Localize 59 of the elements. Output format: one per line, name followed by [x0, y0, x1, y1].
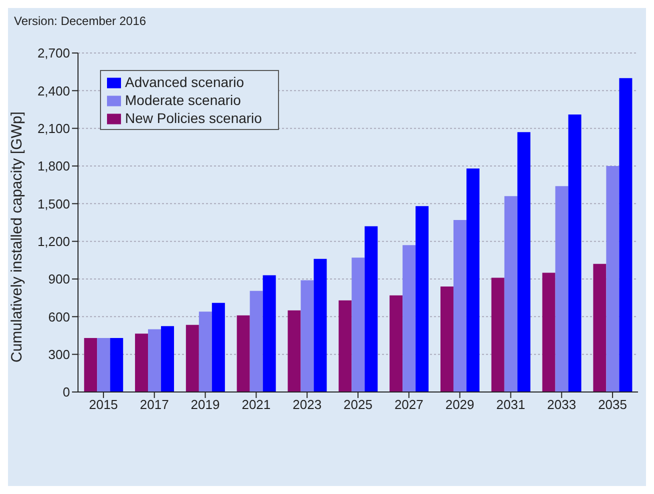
bar: [606, 166, 620, 392]
bar: [364, 226, 378, 392]
bar: [416, 206, 429, 392]
bar: [250, 290, 263, 392]
bar: [161, 326, 174, 392]
legend-label: Advanced scenario: [125, 74, 244, 90]
x-tick-label: 2023: [292, 397, 322, 412]
bar: [555, 186, 568, 392]
bar: [568, 114, 582, 392]
bar: [84, 338, 98, 392]
y-tick-label: 2,700: [37, 46, 70, 61]
bar: [338, 300, 352, 392]
x-tick-label: 2021: [242, 397, 271, 412]
bar: [466, 168, 480, 392]
bar: [491, 278, 504, 392]
y-tick-label: 0: [62, 384, 70, 400]
bar: [402, 245, 416, 392]
bar: [453, 220, 466, 392]
y-tick-label: 2,100: [37, 120, 70, 136]
bar: [300, 280, 314, 392]
x-tick-label: 2027: [394, 397, 424, 412]
bar: [504, 196, 518, 392]
bar: [110, 338, 124, 392]
bar: [135, 334, 148, 392]
y-tick-label: 900: [48, 272, 70, 287]
x-tick-label: 2017: [140, 397, 169, 412]
bar: [440, 286, 454, 392]
legend-label: New Policies scenario: [125, 110, 262, 126]
bar: [314, 258, 327, 392]
bar: [236, 315, 250, 392]
bar: [212, 302, 225, 392]
x-tick-label: 2031: [496, 397, 526, 412]
x-tick-label: 2033: [547, 397, 576, 412]
text: Version: December 2016: [14, 14, 146, 28]
x-tick-label: 2035: [598, 397, 628, 412]
y-tick-label: 600: [48, 309, 70, 324]
bar: [186, 324, 199, 392]
y-tick-label: 1,500: [37, 196, 70, 212]
y-tick-label: 1,200: [37, 234, 70, 249]
x-tick-label: 2025: [344, 397, 372, 412]
y-tick-label: 1,800: [37, 158, 70, 174]
y-tick-label: 300: [48, 346, 70, 362]
x-tick-label: 2015: [88, 397, 118, 412]
x-tick-label: 2019: [190, 397, 220, 412]
bar: [262, 275, 276, 392]
bar: [198, 312, 212, 392]
x-tick-label: 2029: [445, 397, 474, 412]
bar: [619, 78, 632, 392]
y-axis-title: Cumulatively installed capacity [GWp]: [8, 112, 26, 362]
bar: [288, 310, 301, 392]
bar: [390, 295, 403, 392]
bar: [542, 272, 556, 392]
bar: [148, 329, 162, 392]
bar: [352, 258, 365, 392]
bar: [593, 264, 606, 392]
bar: [517, 132, 530, 392]
bar: [97, 338, 110, 392]
legend-label: Moderate scenario: [125, 92, 241, 108]
y-tick-label: 2,400: [37, 83, 70, 98]
